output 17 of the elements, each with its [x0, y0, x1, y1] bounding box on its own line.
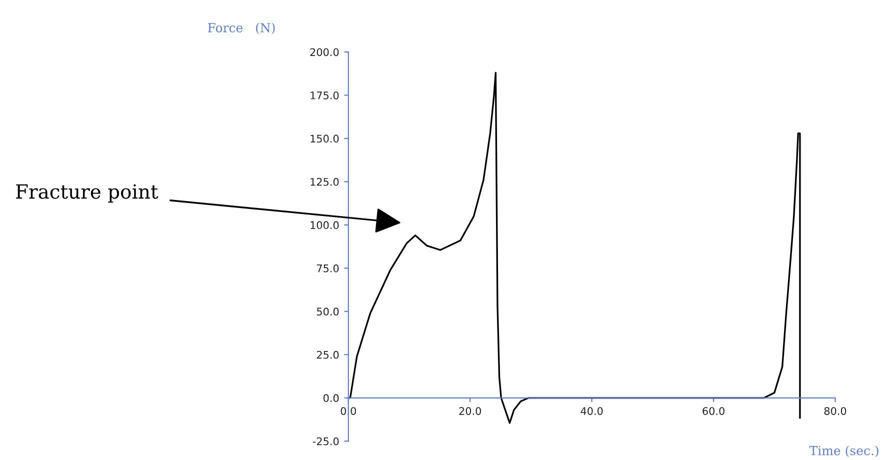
x-tick-label: 20.0	[459, 407, 482, 415]
x-tick-label: 80.0	[824, 407, 846, 415]
y-tick-label: 175.0	[310, 91, 339, 100]
y-tick-label: 75.0	[317, 264, 339, 272]
y-axis-title: Force (N)	[208, 22, 275, 34]
x-tick-label: 40.0	[580, 407, 603, 415]
y-tick-label: -25.0	[312, 437, 339, 446]
text: Fracture point	[16, 184, 158, 203]
y-tick-label: 0.0	[323, 394, 339, 402]
y-tick-label: 200.0	[310, 48, 339, 56]
y-tick-label: 25.0	[316, 350, 339, 359]
x-tick-label: 60.0	[702, 407, 724, 415]
y-tick-label: 150.0	[310, 134, 339, 143]
y-tick-label: 50.0	[316, 308, 339, 316]
y-tick-label: 100.0	[310, 221, 339, 230]
x-axis-title: Time (sec.)	[809, 446, 878, 458]
y-tick-label: 125.0	[310, 178, 339, 186]
